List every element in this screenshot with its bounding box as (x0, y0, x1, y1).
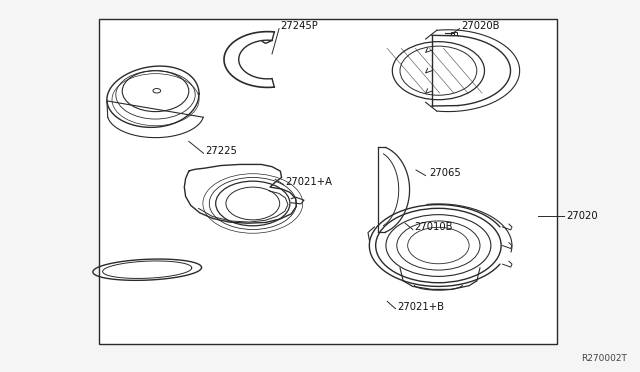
Text: 27020B: 27020B (461, 21, 499, 31)
Text: 27020: 27020 (566, 211, 598, 221)
Text: 27021+B: 27021+B (397, 302, 444, 312)
Text: 27021+A: 27021+A (285, 177, 332, 187)
Text: 27010B: 27010B (414, 222, 452, 232)
Text: R270002T: R270002T (581, 354, 627, 363)
Text: 27245P: 27245P (280, 21, 318, 31)
Text: 27065: 27065 (429, 168, 461, 178)
FancyBboxPatch shape (99, 19, 557, 344)
Text: 27225: 27225 (205, 146, 237, 155)
